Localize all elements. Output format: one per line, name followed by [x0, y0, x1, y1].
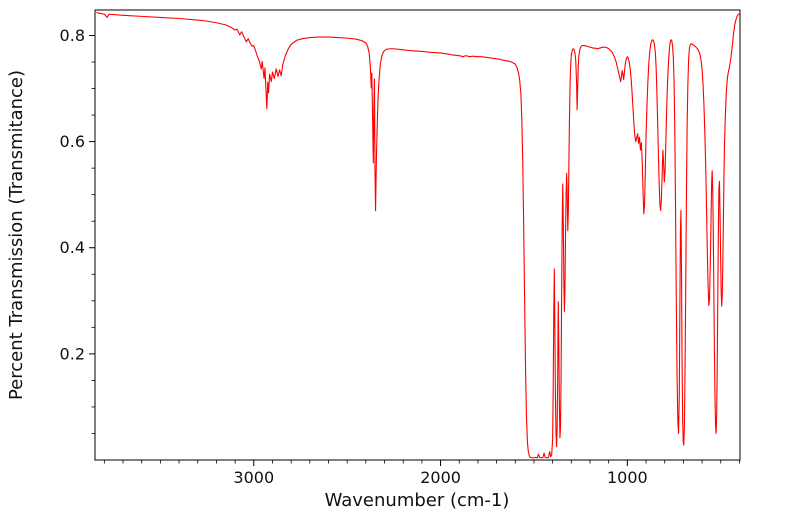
- y-tick-label: 0.4: [60, 238, 85, 257]
- x-axis-label: Wavenumber (cm-1): [325, 490, 510, 511]
- x-tick-label: 2000: [420, 468, 461, 487]
- y-tick-label: 0.8: [60, 26, 85, 45]
- y-tick-label: 0.6: [60, 132, 85, 151]
- x-tick-label: 3000: [233, 468, 274, 487]
- x-tick-label: 1000: [607, 468, 648, 487]
- y-tick-label: 0.2: [60, 344, 85, 363]
- spectrum-line: [96, 12, 740, 459]
- plot-area: [94, 9, 741, 461]
- y-axis-label: Percent Transmission (Transmitance): [6, 70, 27, 400]
- plot-render-group: 3000 2000 1000 0.2 0.4 0.6 0.8: [60, 9, 741, 487]
